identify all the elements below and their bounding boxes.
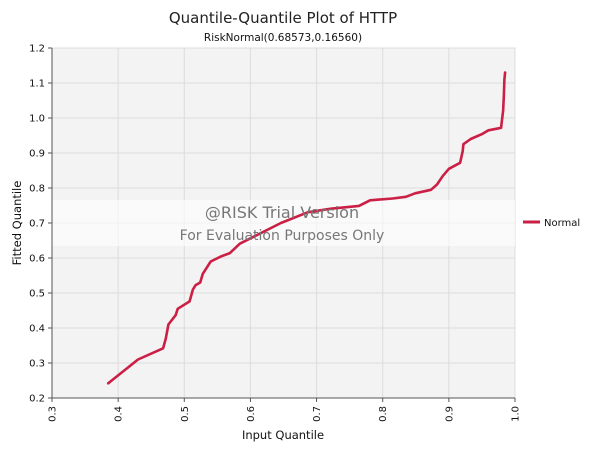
y-tick-label: 0.9 [29, 149, 45, 160]
y-tick-label: 0.6 [29, 254, 45, 265]
axes [48, 47, 516, 402]
y-tick-label: 0.7 [29, 219, 45, 230]
y-axis-label: Fitted Quantile [10, 181, 24, 266]
x-tick-label: 0.9 [444, 406, 455, 422]
chart-title: Quantile-Quantile Plot of HTTP [169, 9, 397, 27]
x-tick-label: 0.8 [378, 406, 389, 422]
x-tick-label: 1.0 [511, 406, 522, 422]
y-tick-label: 1.1 [29, 79, 45, 90]
x-axis-label: Input Quantile [242, 428, 324, 442]
x-tick-label: 0.7 [312, 406, 323, 422]
y-tick-label: 0.8 [29, 184, 45, 195]
watermark-subtitle: For Evaluation Purposes Only [180, 228, 385, 244]
y-tick-label: 1.0 [29, 114, 45, 125]
y-tick-label: 0.3 [29, 359, 45, 370]
y-tick-label: 1.2 [29, 44, 45, 55]
y-tick-labels: 0.2 0.3 0.4 0.5 0.6 0.7 0.8 0.9 1.0 1.1 1.2 [29, 44, 45, 405]
x-tick-label: 0.3 [48, 406, 59, 422]
legend: Normal [523, 218, 580, 229]
y-tick-label: 0.5 [29, 289, 45, 300]
series-line-normal [106, 71, 507, 385]
x-tick-label: 0.4 [114, 406, 125, 422]
series-layer [106, 71, 507, 385]
y-tick-label: 0.4 [29, 324, 45, 335]
legend-label-normal: Normal [544, 218, 580, 229]
x-tick-label: 0.5 [180, 406, 191, 422]
chart-subtitle: RiskNormal(0.68573,0.16560) [204, 32, 362, 44]
watermark-title: @RISK Trial Version [205, 203, 359, 222]
x-tick-labels: 0.3 0.4 0.5 0.6 0.7 0.8 0.9 1.0 [48, 406, 522, 422]
y-tick-label: 0.2 [29, 394, 45, 405]
x-tick-label: 0.6 [246, 406, 257, 422]
